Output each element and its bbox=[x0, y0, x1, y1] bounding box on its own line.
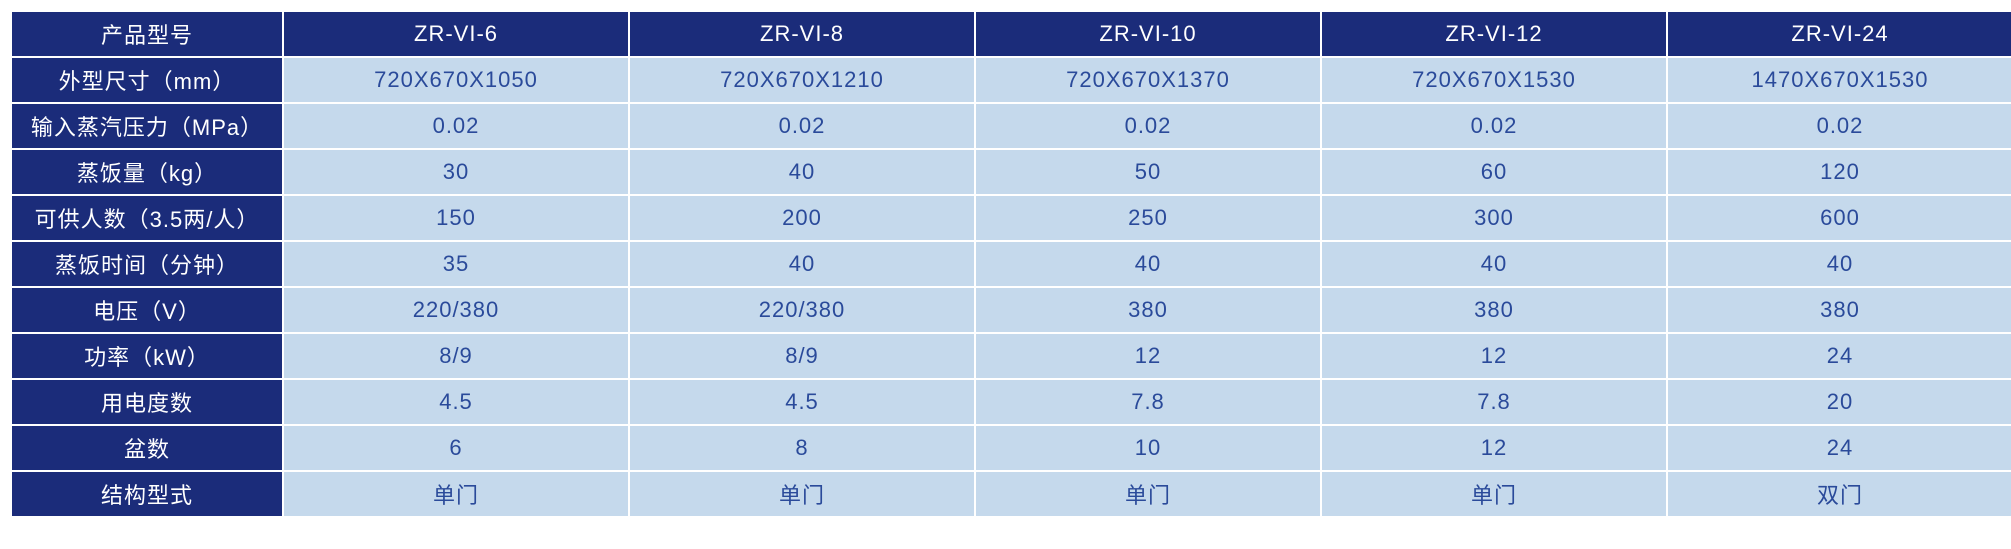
row-label: 外型尺寸（mm） bbox=[12, 58, 282, 102]
cell: 8/9 bbox=[630, 334, 974, 378]
cell: 60 bbox=[1322, 150, 1666, 194]
row-label: 功率（kW） bbox=[12, 334, 282, 378]
table-row: 可供人数（3.5两/人） 150 200 250 300 600 bbox=[12, 196, 2011, 240]
table-row: 产品型号 ZR-VI-6 ZR-VI-8 ZR-VI-10 ZR-VI-12 Z… bbox=[12, 12, 2011, 56]
cell: 40 bbox=[1322, 242, 1666, 286]
cell: 24 bbox=[1668, 334, 2011, 378]
col-header: ZR-VI-24 bbox=[1668, 12, 2011, 56]
cell: 200 bbox=[630, 196, 974, 240]
cell: 0.02 bbox=[1322, 104, 1666, 148]
col-header: ZR-VI-12 bbox=[1322, 12, 1666, 56]
cell: 600 bbox=[1668, 196, 2011, 240]
cell: 6 bbox=[284, 426, 628, 470]
cell: 0.02 bbox=[1668, 104, 2011, 148]
cell: 50 bbox=[976, 150, 1320, 194]
table-row: 盆数 6 8 10 12 24 bbox=[12, 426, 2011, 470]
col-header: ZR-VI-6 bbox=[284, 12, 628, 56]
cell: 8 bbox=[630, 426, 974, 470]
row-label: 盆数 bbox=[12, 426, 282, 470]
cell: 单门 bbox=[976, 472, 1320, 516]
cell: 220/380 bbox=[630, 288, 974, 332]
cell: 7.8 bbox=[976, 380, 1320, 424]
row-label: 产品型号 bbox=[12, 12, 282, 56]
cell: 35 bbox=[284, 242, 628, 286]
cell: 10 bbox=[976, 426, 1320, 470]
cell: 单门 bbox=[1322, 472, 1666, 516]
cell: 720X670X1530 bbox=[1322, 58, 1666, 102]
row-label: 蒸饭量（kg） bbox=[12, 150, 282, 194]
row-label: 电压（V） bbox=[12, 288, 282, 332]
col-header: ZR-VI-10 bbox=[976, 12, 1320, 56]
cell: 120 bbox=[1668, 150, 2011, 194]
cell: 12 bbox=[1322, 426, 1666, 470]
table-row: 蒸饭时间（分钟） 35 40 40 40 40 bbox=[12, 242, 2011, 286]
cell: 8/9 bbox=[284, 334, 628, 378]
cell: 720X670X1050 bbox=[284, 58, 628, 102]
table-row: 结构型式 单门 单门 单门 单门 双门 bbox=[12, 472, 2011, 516]
cell: 40 bbox=[630, 242, 974, 286]
cell: 12 bbox=[1322, 334, 1666, 378]
table-row: 用电度数 4.5 4.5 7.8 7.8 20 bbox=[12, 380, 2011, 424]
cell: 0.02 bbox=[976, 104, 1320, 148]
cell: 20 bbox=[1668, 380, 2011, 424]
cell: 4.5 bbox=[284, 380, 628, 424]
cell: 380 bbox=[1322, 288, 1666, 332]
cell: 7.8 bbox=[1322, 380, 1666, 424]
cell: 12 bbox=[976, 334, 1320, 378]
row-label: 用电度数 bbox=[12, 380, 282, 424]
cell: 单门 bbox=[630, 472, 974, 516]
cell: 30 bbox=[284, 150, 628, 194]
col-header: ZR-VI-8 bbox=[630, 12, 974, 56]
cell: 380 bbox=[976, 288, 1320, 332]
table-row: 电压（V） 220/380 220/380 380 380 380 bbox=[12, 288, 2011, 332]
row-label: 输入蒸汽压力（MPa） bbox=[12, 104, 282, 148]
cell: 150 bbox=[284, 196, 628, 240]
spec-table: 产品型号 ZR-VI-6 ZR-VI-8 ZR-VI-10 ZR-VI-12 Z… bbox=[10, 10, 2011, 518]
cell: 720X670X1370 bbox=[976, 58, 1320, 102]
cell: 双门 bbox=[1668, 472, 2011, 516]
cell: 40 bbox=[976, 242, 1320, 286]
cell: 220/380 bbox=[284, 288, 628, 332]
cell: 250 bbox=[976, 196, 1320, 240]
cell: 0.02 bbox=[284, 104, 628, 148]
row-label: 蒸饭时间（分钟） bbox=[12, 242, 282, 286]
cell: 40 bbox=[1668, 242, 2011, 286]
cell: 720X670X1210 bbox=[630, 58, 974, 102]
table-row: 外型尺寸（mm） 720X670X1050 720X670X1210 720X6… bbox=[12, 58, 2011, 102]
row-label: 可供人数（3.5两/人） bbox=[12, 196, 282, 240]
cell: 40 bbox=[630, 150, 974, 194]
cell: 4.5 bbox=[630, 380, 974, 424]
cell: 300 bbox=[1322, 196, 1666, 240]
table-row: 功率（kW） 8/9 8/9 12 12 24 bbox=[12, 334, 2011, 378]
cell: 380 bbox=[1668, 288, 2011, 332]
cell: 0.02 bbox=[630, 104, 974, 148]
cell: 1470X670X1530 bbox=[1668, 58, 2011, 102]
cell: 单门 bbox=[284, 472, 628, 516]
row-label: 结构型式 bbox=[12, 472, 282, 516]
cell: 24 bbox=[1668, 426, 2011, 470]
table-row: 输入蒸汽压力（MPa） 0.02 0.02 0.02 0.02 0.02 bbox=[12, 104, 2011, 148]
table-row: 蒸饭量（kg） 30 40 50 60 120 bbox=[12, 150, 2011, 194]
